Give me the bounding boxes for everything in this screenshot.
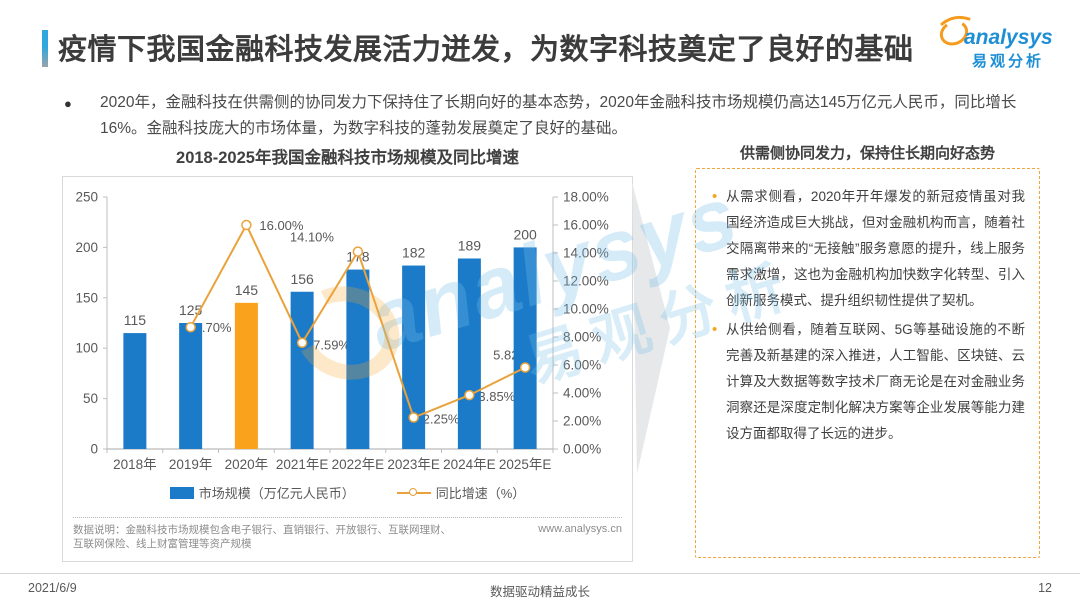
x-label-2020年: 2020年 — [225, 457, 269, 472]
legend-label-growth: 同比增速（%） — [435, 486, 526, 501]
legend-item-market-size: 市场规模（万亿元人民币） — [169, 483, 355, 502]
growth-marker-2023年E — [408, 412, 419, 423]
growth-marker-2022年E — [352, 246, 364, 257]
growth-label-2023年E: 2.25% — [423, 412, 460, 427]
bar-2024年E — [457, 258, 481, 449]
bar-2019年 — [179, 323, 203, 449]
left-tick-label: 0 — [90, 442, 98, 457]
growth-label-2022年E: 14.10% — [290, 230, 335, 245]
left-tick-label: 150 — [75, 290, 98, 305]
bar-value-2025年E: 200 — [513, 226, 537, 242]
x-label-2023年E: 2023年E — [387, 457, 440, 472]
growth-marker-2025年E — [519, 362, 531, 373]
logo-subtext: 易观分析 — [972, 53, 1045, 70]
x-label-2018年: 2018年 — [113, 457, 157, 472]
x-label-2019年: 2019年 — [169, 457, 213, 472]
page-number: 12 — [1038, 581, 1052, 595]
transition-arrow-icon — [632, 182, 670, 474]
market-chart-svg: 0 50 100 150 200 250 0.00% 2.00% 4.00% 6.00% 8.00%… — [75, 190, 609, 473]
bar-2020年 — [234, 302, 258, 449]
legend-label-market-size: 市场规模（万亿元人民币） — [198, 486, 355, 501]
bar-value-2020年: 145 — [235, 282, 259, 298]
growth-marker-2020年 — [241, 219, 252, 231]
bar-2021年E — [290, 291, 314, 449]
logo-text: analysys — [964, 26, 1053, 49]
page-title: 疫情下我国金融科技发展活力迸发，为数字科技奠定了良好的基础 — [58, 34, 914, 66]
right-tick-label: 18.00% — [563, 190, 609, 205]
bar-value-2019年: 125 — [179, 302, 203, 318]
x-label-2024年E: 2024年E — [443, 457, 496, 472]
right-tick-label: 16.00% — [563, 218, 609, 233]
right-tick-label: 0.00% — [563, 442, 601, 457]
chart-footnote-area: 数据说明：金融科技市场规模包含电子银行、直销银行、开放银行、互联网理财、互联网保… — [73, 517, 622, 551]
left-tick-label: 250 — [75, 190, 98, 205]
data-note: 数据说明：金融科技市场规模包含电子银行、直销银行、开放银行、互联网理财、互联网保… — [73, 524, 451, 550]
right-tick-label: 2.00% — [563, 414, 601, 429]
summary-paragraph: ● 2020年，金融科技在供需侧的协同发力下保持住了长期向好的基本态势，2020… — [64, 90, 1040, 142]
growth-marker-2024年E — [464, 389, 475, 401]
growth-label-2019年: 8.70% — [195, 320, 232, 335]
growth-label-2020年: 16.00% — [259, 218, 304, 233]
right-tick-label: 4.00% — [563, 386, 601, 401]
footer-slogan: 数据驱动精益成长 — [489, 585, 590, 599]
market-chart-container: 0 50 100 150 200 250 0.00% 2.00% 4.00% 6.00% 8.00%… — [62, 176, 633, 562]
growth-marker-2021年E — [296, 337, 308, 348]
x-label-2021年E: 2021年E — [276, 457, 329, 472]
slide-footer: 2021/6/9 数据驱动精益成长 12 — [0, 573, 1080, 608]
growth-label-2021年E: 7.59% — [313, 338, 350, 353]
analysys-logo: analysys 易观分析 — [934, 12, 1062, 71]
right-tick-label: 8.00% — [563, 330, 601, 345]
bar-2022年E — [346, 269, 370, 449]
title-accent-bar — [42, 30, 48, 67]
panel-title: 供需侧协同发力，保持住长期向好态势 — [739, 145, 995, 162]
growth-label-2024年E: 3.85% — [478, 389, 515, 404]
legend-item-growth: 同比增速（%） — [396, 483, 526, 502]
bar-value-2023年E: 182 — [402, 245, 426, 261]
right-tick-label: 14.00% — [563, 246, 609, 261]
insight-list: 从需求侧看，2020年开年爆发的新冠疫情虽对我国经济造成巨大挑战，但对金融机构而… — [710, 184, 1025, 447]
x-label-2025年E: 2025年E — [499, 457, 552, 472]
growth-marker-2019年 — [185, 321, 196, 333]
bullet-dot-icon: ● — [64, 96, 72, 111]
logo-swirl-icon — [939, 15, 971, 46]
bar-legend-swatch — [169, 486, 194, 499]
x-label-2022年E: 2022年E — [332, 457, 385, 472]
bar-value-2024年E: 189 — [458, 237, 482, 253]
footer-date: 2021/6/9 — [28, 581, 77, 595]
left-tick-label: 200 — [75, 240, 98, 255]
line-legend-marker — [396, 487, 431, 498]
bar-2025年E — [513, 247, 537, 449]
bar-2018年 — [123, 333, 147, 449]
right-tick-label: 10.00% — [563, 302, 609, 317]
chart-title: 2018-2025年我国金融科技市场规模及同比增速 — [176, 149, 519, 167]
left-tick-label: 50 — [83, 391, 98, 406]
right-tick-label: 6.00% — [563, 358, 601, 373]
insight-item-demand: 从需求侧看，2020年开年爆发的新冠疫情虽对我国经济造成巨大挑战，但对金融机构而… — [710, 184, 1025, 314]
insight-item-supply: 从供给侧看，随着互联网、5G等基础设施的不断完善及新基建的深入推进，人工智能、区… — [710, 317, 1025, 447]
source-url-link[interactable]: www.analysys.cn — [538, 523, 622, 535]
chart-legend: 市场规模（万亿元人民币） 同比增速（%） — [63, 483, 632, 502]
summary-text: 2020年，金融科技在供需侧的协同发力下保持住了长期向好的基本态势，2020年金… — [100, 94, 1017, 137]
bar-value-2018年: 115 — [124, 312, 147, 328]
left-tick-label: 100 — [75, 341, 98, 356]
insight-panel: 从需求侧看，2020年开年爆发的新冠疫情虽对我国经济造成巨大挑战，但对金融机构而… — [695, 168, 1040, 558]
right-tick-label: 12.00% — [563, 274, 609, 289]
bar-value-2021年E: 156 — [290, 271, 314, 287]
